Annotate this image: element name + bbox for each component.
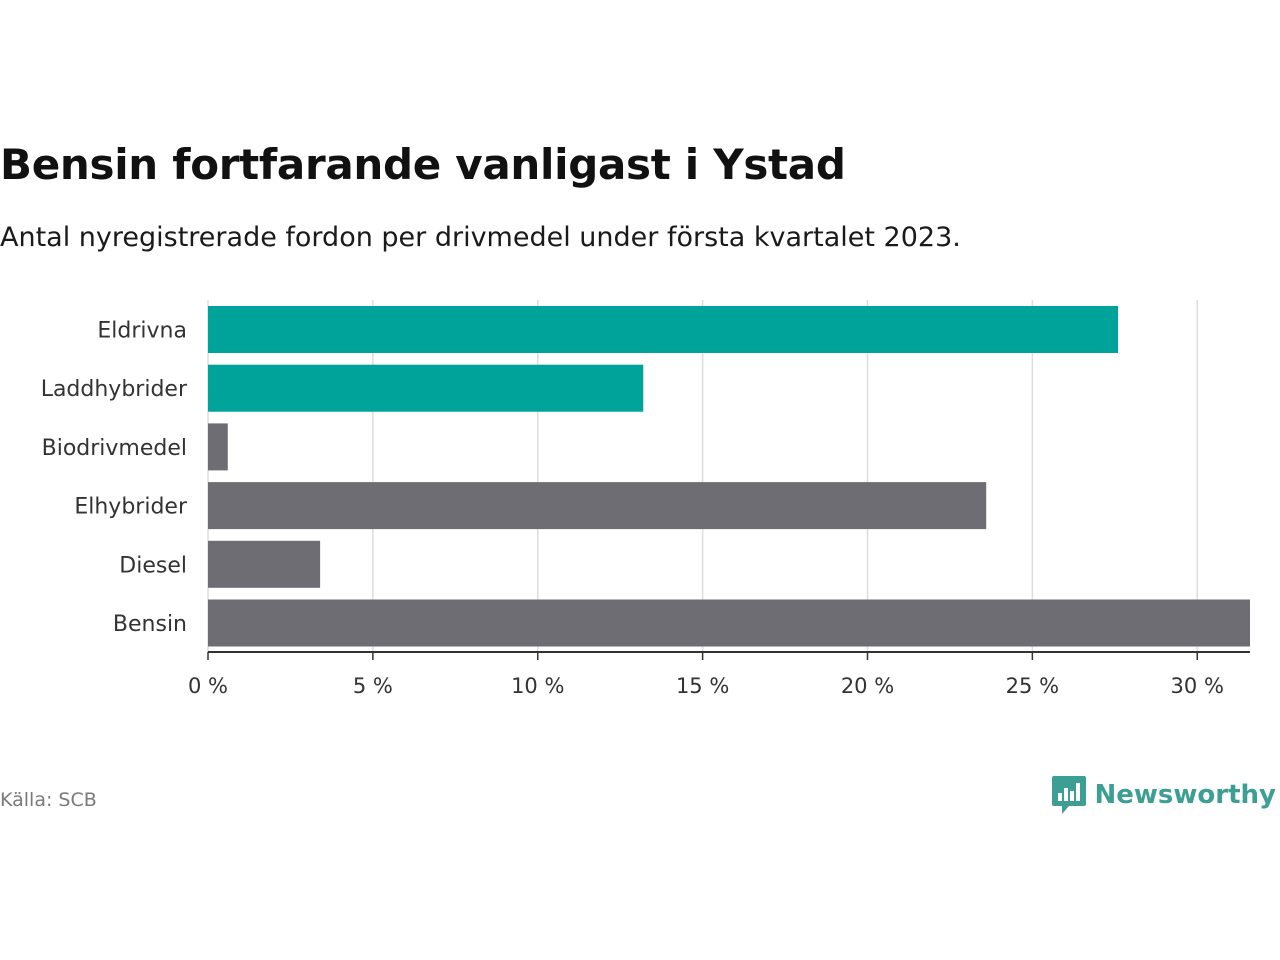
x-tick-label: 10 % (511, 674, 564, 698)
newsworthy-chart-bubble-icon (1051, 776, 1086, 814)
bar-bensin (208, 599, 1250, 647)
brand-name: Newsworthy (1094, 780, 1276, 810)
bar-laddhybrider (208, 364, 644, 412)
x-tick-label: 25 % (1006, 674, 1059, 698)
bar-diesel (208, 540, 321, 588)
category-label: Biodrivmedel (42, 436, 187, 461)
bar-chart: 0 % 5 % 10 % 15 % 20 % 25 % 30 % Eldrivna Laddh… (41, 300, 1250, 698)
chart-title: Bensin fortfarande vanligast i Ystad (0, 140, 846, 189)
x-tick-label: 30 % (1171, 674, 1224, 698)
gridlines (207, 300, 1198, 652)
x-tick-label: 15 % (676, 674, 729, 698)
x-tick-label: 0 % (188, 674, 228, 698)
bar-eldrivna (208, 306, 1119, 353)
chart-subtitle: Antal nyregistrerade fordon per drivmede… (0, 222, 961, 253)
bar-elhybrider (208, 482, 987, 530)
category-label: Laddhybrider (41, 377, 188, 402)
bar-biodrivmedel (208, 423, 228, 471)
category-label: Eldrivna (97, 319, 187, 344)
x-tick-label: 5 % (353, 674, 393, 698)
category-label: Elhybrider (74, 495, 188, 520)
category-label: Diesel (119, 553, 187, 578)
x-tick-label: 20 % (841, 674, 894, 698)
category-label: Bensin (113, 612, 187, 637)
brand-logo: Newsworthy (1051, 774, 1276, 816)
category-labels: Eldrivna Laddhybrider Biodrivmedel Elhybrid… (41, 319, 188, 638)
source-note: Källa: SCB (0, 789, 97, 811)
bars (208, 306, 1250, 647)
x-axis: 0 % 5 % 10 % 15 % 20 % 25 % 30 % (188, 651, 1250, 698)
